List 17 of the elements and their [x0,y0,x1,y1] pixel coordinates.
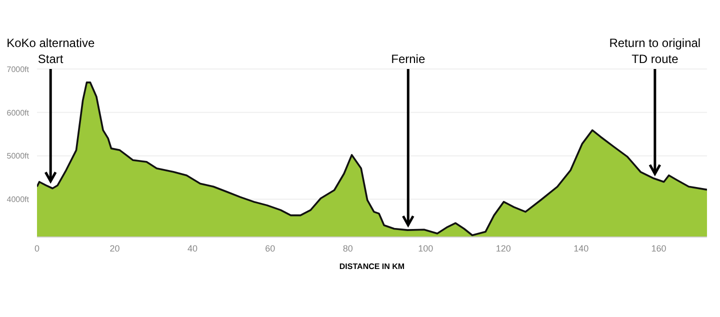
x-axis-title: DISTANCE IN KM [339,262,405,271]
x-tick-label: 0 [34,243,40,254]
x-tick-label: 60 [265,243,276,254]
x-tick-label: 80 [342,243,353,254]
y-tick-label: 4000ft [6,195,30,204]
annotation: KoKo alternative Start [6,36,95,66]
y-tick-label: 6000ft [6,108,30,118]
x-tick-label: 20 [110,243,120,254]
x-tick-label: 100 [418,243,434,254]
y-tick-label: 7000ft [6,64,30,74]
x-tick-label: 160 [651,243,666,254]
annotation: Fernie [391,52,426,66]
y-tick-label: 5000ft [6,152,30,161]
x-tick-label: 120 [496,243,511,254]
x-tick-label: 140 [574,243,589,254]
x-tick-label: 40 [187,243,198,254]
annotation: Return to original TD route [609,36,701,66]
